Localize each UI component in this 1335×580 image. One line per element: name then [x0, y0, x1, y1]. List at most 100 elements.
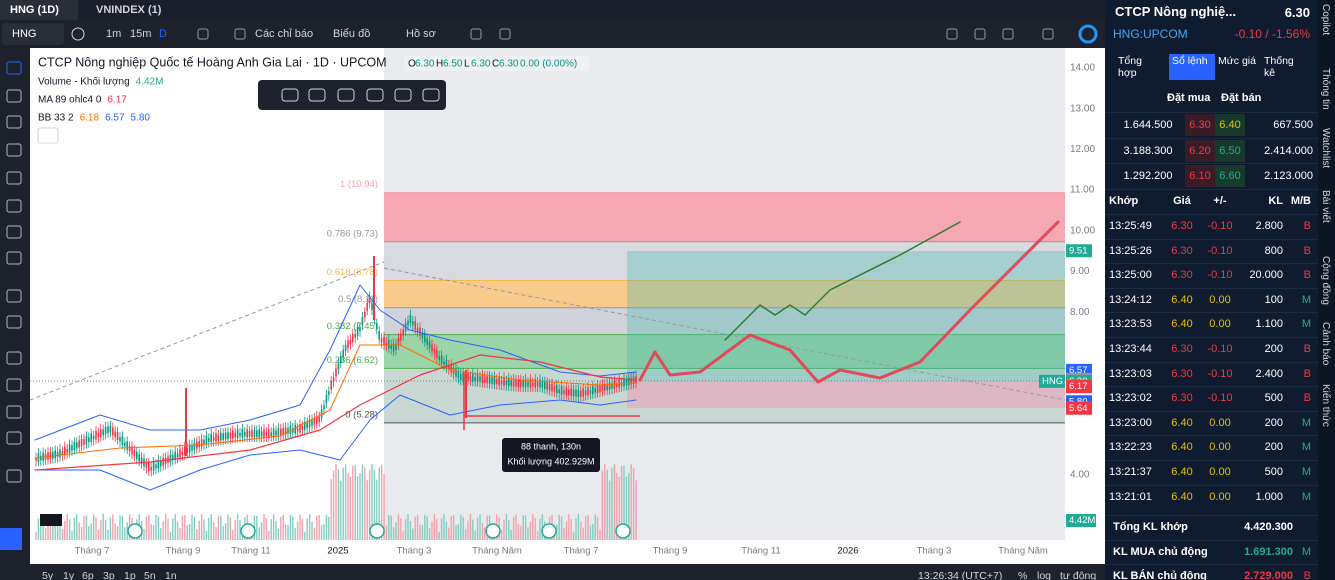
profile[interactable]: Hồ sơ [406, 28, 436, 40]
undo-icon[interactable] [470, 28, 482, 40]
drawing-tool[interactable] [6, 469, 22, 483]
tab[interactable]: HNG (1D) [10, 4, 59, 16]
candle-body [443, 361, 445, 365]
panel-tab[interactable]: Tổng hợp [1118, 55, 1142, 79]
trade-cell: M [1301, 466, 1311, 478]
add-symbol[interactable] [71, 27, 85, 41]
settings-icon[interactable] [974, 28, 986, 40]
range-button[interactable]: 1n [165, 570, 177, 580]
candle-body [392, 343, 395, 352]
candle-body [239, 432, 241, 437]
drawing-tool[interactable] [6, 171, 22, 185]
drawing-toolbar-item[interactable] [394, 88, 412, 102]
drawing-tool[interactable] [6, 115, 22, 129]
candle-body [289, 425, 292, 435]
book-header: Đặt bán [1221, 92, 1262, 104]
drawing-tool[interactable] [6, 351, 22, 365]
sidebar-tab[interactable]: Copilot [1320, 4, 1331, 36]
drawing-toolbar-item[interactable] [337, 88, 355, 102]
indicators[interactable]: Các chỉ báo [255, 28, 313, 40]
drawing-tool[interactable] [6, 405, 22, 419]
range-button[interactable]: 5y [42, 570, 54, 580]
drawing-toolbar-item[interactable] [366, 88, 384, 102]
drawing-tool[interactable] [6, 143, 22, 157]
event-marker[interactable] [485, 523, 501, 539]
ohlc-value: 6.30 [415, 59, 435, 70]
candle-body [416, 327, 419, 332]
event-marker[interactable] [369, 523, 385, 539]
trade-cell: B [1303, 220, 1311, 232]
tab[interactable]: VNINDEX (1) [96, 4, 162, 16]
candle-body [172, 454, 174, 461]
panel-change: -0.10 / -1.56% [1234, 27, 1310, 41]
interval[interactable]: D [159, 28, 167, 40]
chart-window: HNG (1D) VNINDEX (1) HNG 1m 15m D Các chỉ báo B… [0, 0, 1105, 580]
candle-body [176, 453, 179, 458]
share-icon[interactable] [1042, 28, 1054, 40]
drawing-tool[interactable] [6, 378, 22, 392]
drawing-toolbar-item[interactable] [422, 88, 440, 102]
drawing-toolbar-item[interactable] [281, 88, 299, 102]
redo-icon[interactable] [499, 28, 511, 40]
drawing-tool[interactable] [6, 251, 22, 265]
row-sep [1105, 189, 1318, 190]
drawing-tool[interactable] [6, 289, 22, 303]
percent-toggle[interactable]: % [1018, 570, 1027, 580]
fx-icon[interactable] [234, 28, 246, 40]
bars-icon[interactable] [197, 28, 209, 40]
candle-body [73, 442, 76, 451]
trade-cell: 6.30 [1171, 220, 1193, 232]
price-tick: 13.00 [1070, 103, 1095, 114]
panel-tab[interactable]: Thống kê [1264, 55, 1294, 79]
drawing-tool[interactable] [6, 431, 22, 445]
indicator-value: 4.42M [136, 77, 164, 88]
range-button[interactable]: 1y [63, 570, 75, 580]
candle-body [133, 450, 136, 457]
panel-tab[interactable]: Sổ lệnh [1169, 54, 1215, 80]
candle-body [505, 380, 508, 385]
candle-body [284, 427, 287, 435]
fullscreen-icon[interactable] [1002, 28, 1014, 40]
drawing-tool[interactable] [6, 225, 22, 239]
collapse-legend[interactable] [37, 127, 59, 144]
drawing-tool[interactable] [6, 199, 22, 213]
panel-tab[interactable]: Mức giá [1218, 55, 1256, 67]
interval[interactable]: 1m [106, 28, 121, 40]
log-toggle[interactable]: log [1037, 570, 1051, 580]
panel-symbol[interactable]: HNG:UPCOM [1113, 27, 1188, 41]
indicator-name: BB 33 2 [38, 113, 74, 124]
candle-body [517, 380, 520, 387]
search-icon[interactable] [946, 28, 958, 40]
event-marker[interactable] [541, 523, 557, 539]
range-button[interactable]: 6p [82, 570, 94, 580]
sidebar-tab[interactable]: Watchlist [1320, 128, 1331, 169]
drawing-toolbar-item[interactable] [308, 88, 326, 102]
forecast-green [724, 221, 961, 341]
range-button[interactable]: 1p [124, 570, 136, 580]
event-marker[interactable] [240, 523, 256, 539]
range-button[interactable]: 3p [103, 570, 115, 580]
favorite-tool [0, 528, 22, 550]
event-marker[interactable] [615, 523, 631, 539]
sidebar-tab[interactable]: Cộng đồng [1320, 256, 1331, 305]
auto-toggle[interactable]: tự động [1060, 570, 1096, 580]
symbol-search[interactable] [2, 23, 64, 45]
range-button[interactable]: 5n [144, 570, 156, 580]
interval[interactable]: 15m [130, 28, 151, 40]
chart-type[interactable]: Biểu đồ [333, 28, 370, 40]
drawing-tool[interactable] [6, 315, 22, 329]
candle-body [455, 369, 457, 377]
sidebar-tab[interactable]: Cảnh báo [1320, 322, 1331, 366]
candle-body [616, 383, 618, 388]
candle-body [40, 455, 42, 461]
candle-body [378, 331, 380, 340]
candle-body [138, 454, 140, 462]
sidebar-tab[interactable]: Bài viết [1320, 190, 1331, 223]
sidebar-tab[interactable]: Kiến thức [1320, 384, 1331, 427]
drawing-tool[interactable] [6, 89, 22, 103]
event-marker[interactable] [127, 523, 143, 539]
candle-body [304, 421, 306, 431]
sidebar-tab[interactable]: Thông tin [1320, 68, 1331, 110]
drawing-tool[interactable] [6, 61, 22, 75]
candle-body [150, 467, 152, 471]
